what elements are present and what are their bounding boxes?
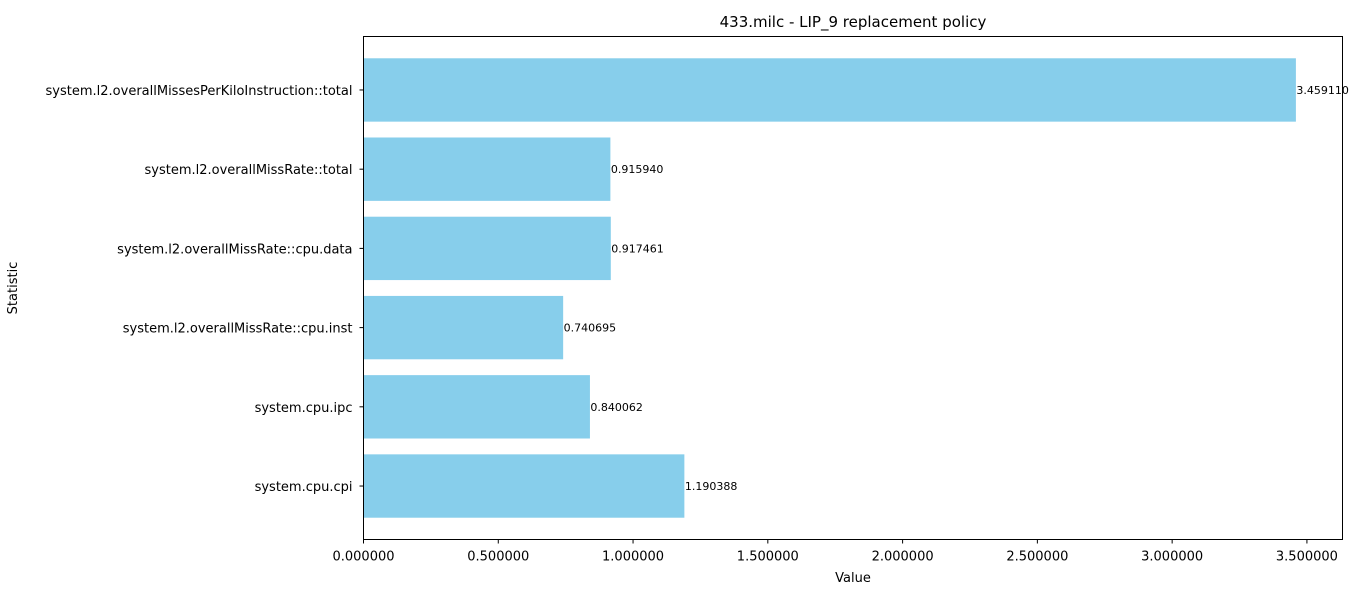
x-tick-label: 1.000000 bbox=[602, 550, 664, 565]
x-tick-label: 0.000000 bbox=[332, 550, 394, 565]
x-tick-label: 2.000000 bbox=[872, 550, 934, 565]
x-tick-label: 0.500000 bbox=[467, 550, 529, 565]
category-label: system.cpu.ipc bbox=[255, 401, 353, 416]
category-label: system.cpu.cpi bbox=[255, 480, 353, 495]
category-label: system.l2.overallMissRate::total bbox=[145, 163, 353, 178]
value-labels-group: 3.459110 0.915940 0.917461 0.740695 0.840062… bbox=[564, 84, 1349, 493]
bar-value-label: 3.459110 bbox=[1296, 84, 1349, 97]
bar-value-label: 0.840062 bbox=[590, 401, 643, 414]
bar bbox=[363, 375, 590, 439]
x-tick-label: 3.000000 bbox=[1141, 550, 1203, 565]
category-labels-group: system.l2.overallMissesPerKiloInstructio… bbox=[46, 84, 364, 495]
plot-frame bbox=[363, 36, 1343, 540]
y-axis-title: Statistic bbox=[6, 262, 21, 315]
bar bbox=[363, 295, 564, 360]
bar-value-label: 1.190388 bbox=[685, 480, 738, 493]
bars-group bbox=[363, 58, 1296, 518]
x-ticks-group: 0.000000 0.500000 1.000000 1.500000 2.000000… bbox=[332, 539, 1338, 565]
category-label: system.l2.overallMissRate::cpu.data bbox=[117, 242, 352, 257]
category-label: system.l2.overallMissesPerKiloInstructio… bbox=[46, 84, 353, 99]
x-tick-label: 1.500000 bbox=[737, 550, 799, 565]
bar-value-label: 0.917461 bbox=[611, 242, 664, 255]
x-axis-title: Value bbox=[835, 571, 871, 586]
bar bbox=[363, 137, 611, 201]
category-label: system.l2.overallMissRate::cpu.inst bbox=[123, 322, 353, 337]
bar bbox=[363, 454, 685, 518]
bar bbox=[363, 216, 611, 281]
chart-title: 433.milc - LIP_9 replacement policy bbox=[720, 13, 987, 32]
bar-value-label: 0.740695 bbox=[564, 322, 617, 335]
bar-value-label: 0.915940 bbox=[611, 163, 664, 176]
bar bbox=[363, 58, 1296, 122]
x-tick-label: 2.500000 bbox=[1006, 550, 1068, 565]
x-tick-label: 3.500000 bbox=[1276, 550, 1338, 565]
